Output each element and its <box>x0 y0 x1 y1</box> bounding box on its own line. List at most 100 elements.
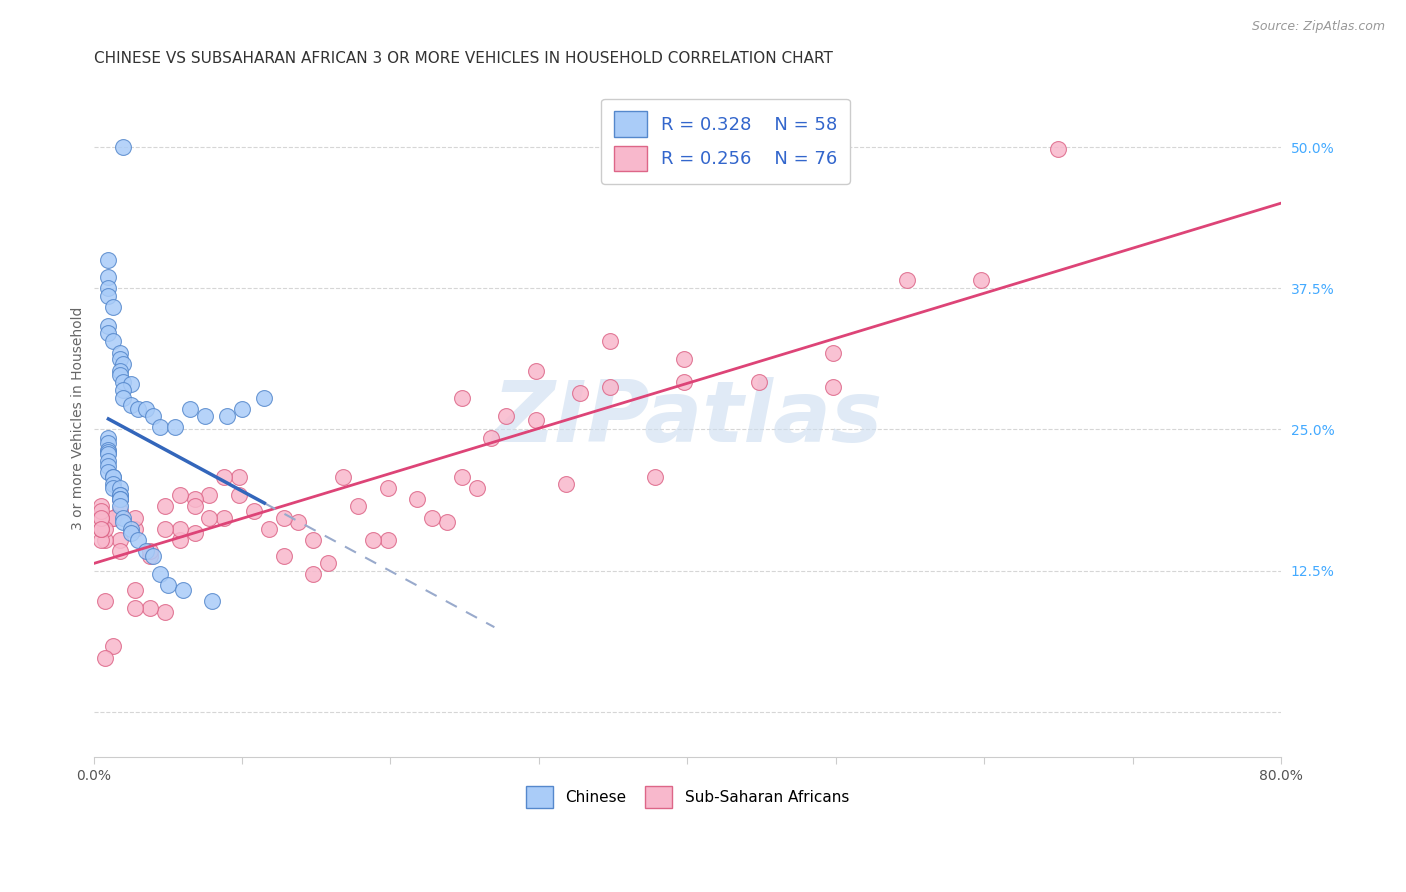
Point <box>97 445 120 459</box>
Point <box>90 510 112 524</box>
Point <box>97 281 120 295</box>
Point <box>120 377 142 392</box>
Point <box>1047 142 1070 156</box>
Text: ZIPatlas: ZIPatlas <box>492 376 883 459</box>
Point <box>153 522 176 536</box>
Point <box>90 522 112 536</box>
Point <box>153 500 176 514</box>
Point <box>273 549 295 563</box>
Point <box>90 500 112 514</box>
Point <box>112 375 135 389</box>
Point <box>97 442 120 457</box>
Point <box>94 594 117 608</box>
Point <box>94 522 117 536</box>
Point <box>127 533 149 548</box>
Point <box>273 510 295 524</box>
Point <box>110 500 132 514</box>
Point <box>94 533 117 548</box>
Point <box>90 504 112 518</box>
Point <box>599 379 621 393</box>
Point <box>465 481 488 495</box>
Point <box>90 533 112 548</box>
Legend: Chinese, Sub-Saharan Africans: Chinese, Sub-Saharan Africans <box>520 780 855 814</box>
Point <box>94 650 117 665</box>
Point <box>495 409 517 423</box>
Point <box>112 515 135 529</box>
Point <box>112 383 135 397</box>
Point <box>153 606 176 620</box>
Point <box>101 640 124 654</box>
Point <box>97 466 120 480</box>
Point <box>139 544 162 558</box>
Point <box>228 488 250 502</box>
Point <box>287 515 309 529</box>
Point <box>673 352 696 367</box>
Point <box>172 582 194 597</box>
Point <box>644 470 666 484</box>
Point <box>120 526 142 541</box>
Point <box>139 549 162 563</box>
Point <box>97 447 120 461</box>
Point <box>194 409 217 423</box>
Point <box>302 533 325 548</box>
Point <box>198 510 221 524</box>
Point <box>97 326 120 341</box>
Point <box>201 594 224 608</box>
Point <box>436 515 458 529</box>
Point <box>169 533 191 548</box>
Point <box>212 470 235 484</box>
Point <box>135 544 157 558</box>
Point <box>97 454 120 468</box>
Point <box>257 522 280 536</box>
Point <box>110 492 132 507</box>
Point <box>97 436 120 450</box>
Point <box>101 510 124 524</box>
Point <box>110 481 132 495</box>
Point <box>97 432 120 446</box>
Point <box>554 476 576 491</box>
Point <box>377 481 399 495</box>
Point <box>169 522 191 536</box>
Point <box>179 402 201 417</box>
Point <box>110 352 132 367</box>
Point <box>112 140 135 154</box>
Point <box>821 379 844 393</box>
Point <box>110 368 132 383</box>
Point <box>481 432 503 446</box>
Point <box>101 510 124 524</box>
Point <box>450 391 472 405</box>
Point <box>748 375 770 389</box>
Point <box>110 544 132 558</box>
Point <box>110 364 132 378</box>
Point <box>183 492 205 507</box>
Point <box>110 488 132 502</box>
Point <box>149 420 172 434</box>
Point <box>149 566 172 581</box>
Point <box>124 582 146 597</box>
Point <box>169 488 191 502</box>
Point <box>112 391 135 405</box>
Point <box>124 522 146 536</box>
Point <box>302 566 325 581</box>
Point <box>101 301 124 315</box>
Point <box>97 253 120 268</box>
Point <box>524 364 547 378</box>
Point <box>970 273 993 287</box>
Point <box>524 413 547 427</box>
Point <box>569 386 592 401</box>
Point <box>332 470 354 484</box>
Point <box>212 510 235 524</box>
Point <box>110 492 132 507</box>
Point <box>253 391 276 405</box>
Point <box>127 402 149 417</box>
Point <box>673 375 696 389</box>
Point <box>316 556 339 570</box>
Point <box>420 510 443 524</box>
Point <box>120 522 142 536</box>
Point <box>599 334 621 349</box>
Point <box>406 492 429 507</box>
Point <box>156 578 179 592</box>
Point <box>110 488 132 502</box>
Point <box>97 270 120 285</box>
Point <box>110 533 132 548</box>
